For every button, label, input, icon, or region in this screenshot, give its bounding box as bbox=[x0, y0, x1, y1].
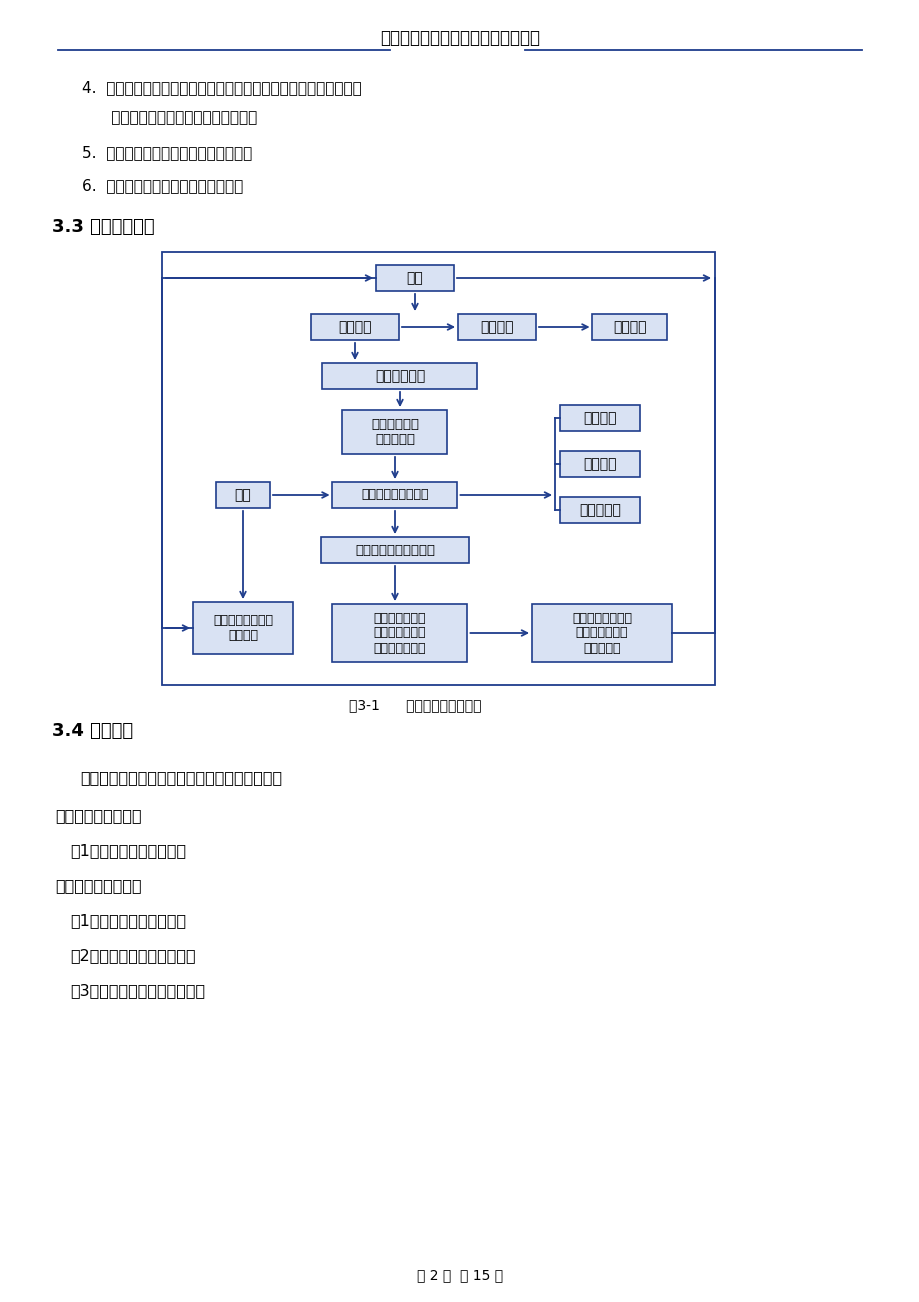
FancyBboxPatch shape bbox=[560, 450, 640, 477]
Text: 二、周围环境的监测: 二、周围环境的监测 bbox=[55, 878, 142, 893]
FancyBboxPatch shape bbox=[531, 604, 671, 661]
Text: 3.4 监测项目: 3.4 监测项目 bbox=[52, 723, 133, 740]
Text: 监测作业: 监测作业 bbox=[338, 320, 371, 335]
FancyBboxPatch shape bbox=[193, 602, 292, 654]
Text: 型号或量程，制定观测作业指导书；: 型号或量程，制定观测作业指导书； bbox=[82, 109, 257, 125]
FancyBboxPatch shape bbox=[560, 497, 640, 523]
FancyBboxPatch shape bbox=[458, 314, 536, 340]
Text: 设计、施工、监
理、业主研究方
案，报总监批准: 设计、施工、监 理、业主研究方 案，报总监批准 bbox=[373, 612, 425, 655]
FancyBboxPatch shape bbox=[311, 314, 399, 340]
Text: （3）土体深层位移（测斜）。: （3）土体深层位移（测斜）。 bbox=[70, 983, 205, 999]
Text: 一、支护结构的监测: 一、支护结构的监测 bbox=[55, 809, 142, 823]
Text: 监测结果计算: 监测结果计算 bbox=[374, 368, 425, 383]
Text: 3.3 监测工作流程: 3.3 监测工作流程 bbox=[52, 217, 154, 236]
FancyBboxPatch shape bbox=[342, 410, 447, 454]
Text: 施工: 施工 bbox=[406, 271, 423, 285]
Bar bbox=[162, 253, 714, 685]
Text: 基坑稳定安全性判别: 基坑稳定安全性判别 bbox=[361, 488, 428, 501]
Text: 结构、环境不安全报警: 结构、环境不安全报警 bbox=[355, 543, 435, 556]
Text: 张家港市兴华建筑安装工程有限公司: 张家港市兴华建筑安装工程有限公司 bbox=[380, 29, 539, 47]
Text: 监测设计: 监测设计 bbox=[480, 320, 513, 335]
Text: 图3-1      施工监测管理流程图: 图3-1 施工监测管理流程图 bbox=[348, 698, 481, 712]
FancyBboxPatch shape bbox=[332, 604, 467, 661]
Text: 监测成果图、
表编辑及输: 监测成果图、 表编辑及输 bbox=[370, 418, 418, 447]
Text: 安全: 安全 bbox=[234, 488, 251, 503]
FancyBboxPatch shape bbox=[332, 482, 457, 508]
Text: 第 2 页  共 15 页: 第 2 页 共 15 页 bbox=[416, 1268, 503, 1282]
Text: 理论分析: 理论分析 bbox=[583, 457, 616, 471]
Text: 6.  明确监测人员与施工人员的责任。: 6. 明确监测人员与施工人员的责任。 bbox=[82, 178, 243, 193]
FancyBboxPatch shape bbox=[321, 536, 469, 562]
Text: （1）建筑物的沉降观测；: （1）建筑物的沉降观测； bbox=[70, 913, 186, 928]
FancyBboxPatch shape bbox=[592, 314, 667, 340]
FancyBboxPatch shape bbox=[560, 405, 640, 431]
Text: （1）坡顶水平位移监测；: （1）坡顶水平位移监测； bbox=[70, 842, 186, 858]
Text: 报送设计、监理、
业主单位: 报送设计、监理、 业主单位 bbox=[213, 615, 273, 642]
Text: （2）周边地表的沉降监测；: （2）周边地表的沉降监测； bbox=[70, 948, 196, 963]
Text: 5.  根据规范要求，明确施工控制标准；: 5. 根据规范要求，明确施工控制标准； bbox=[82, 145, 252, 160]
Text: 根据招标文件要求，施工监测项目主要内容为：: 根据招标文件要求，施工监测项目主要内容为： bbox=[80, 769, 282, 785]
Text: 规范要求等: 规范要求等 bbox=[578, 503, 620, 517]
Text: 收集资料: 收集资料 bbox=[613, 320, 646, 335]
FancyBboxPatch shape bbox=[376, 266, 453, 292]
Text: 调整设计参数、改
变施工方法或辅
助施工措施: 调整设计参数、改 变施工方法或辅 助施工措施 bbox=[572, 612, 631, 655]
Text: 4.  明确仪器埋设要点和埋设标准，明确所采用的监测仪器的类型、: 4. 明确仪器埋设要点和埋设标准，明确所采用的监测仪器的类型、 bbox=[82, 79, 361, 95]
FancyBboxPatch shape bbox=[216, 482, 269, 508]
FancyBboxPatch shape bbox=[323, 363, 477, 389]
Text: 经验类比: 经验类比 bbox=[583, 411, 616, 424]
